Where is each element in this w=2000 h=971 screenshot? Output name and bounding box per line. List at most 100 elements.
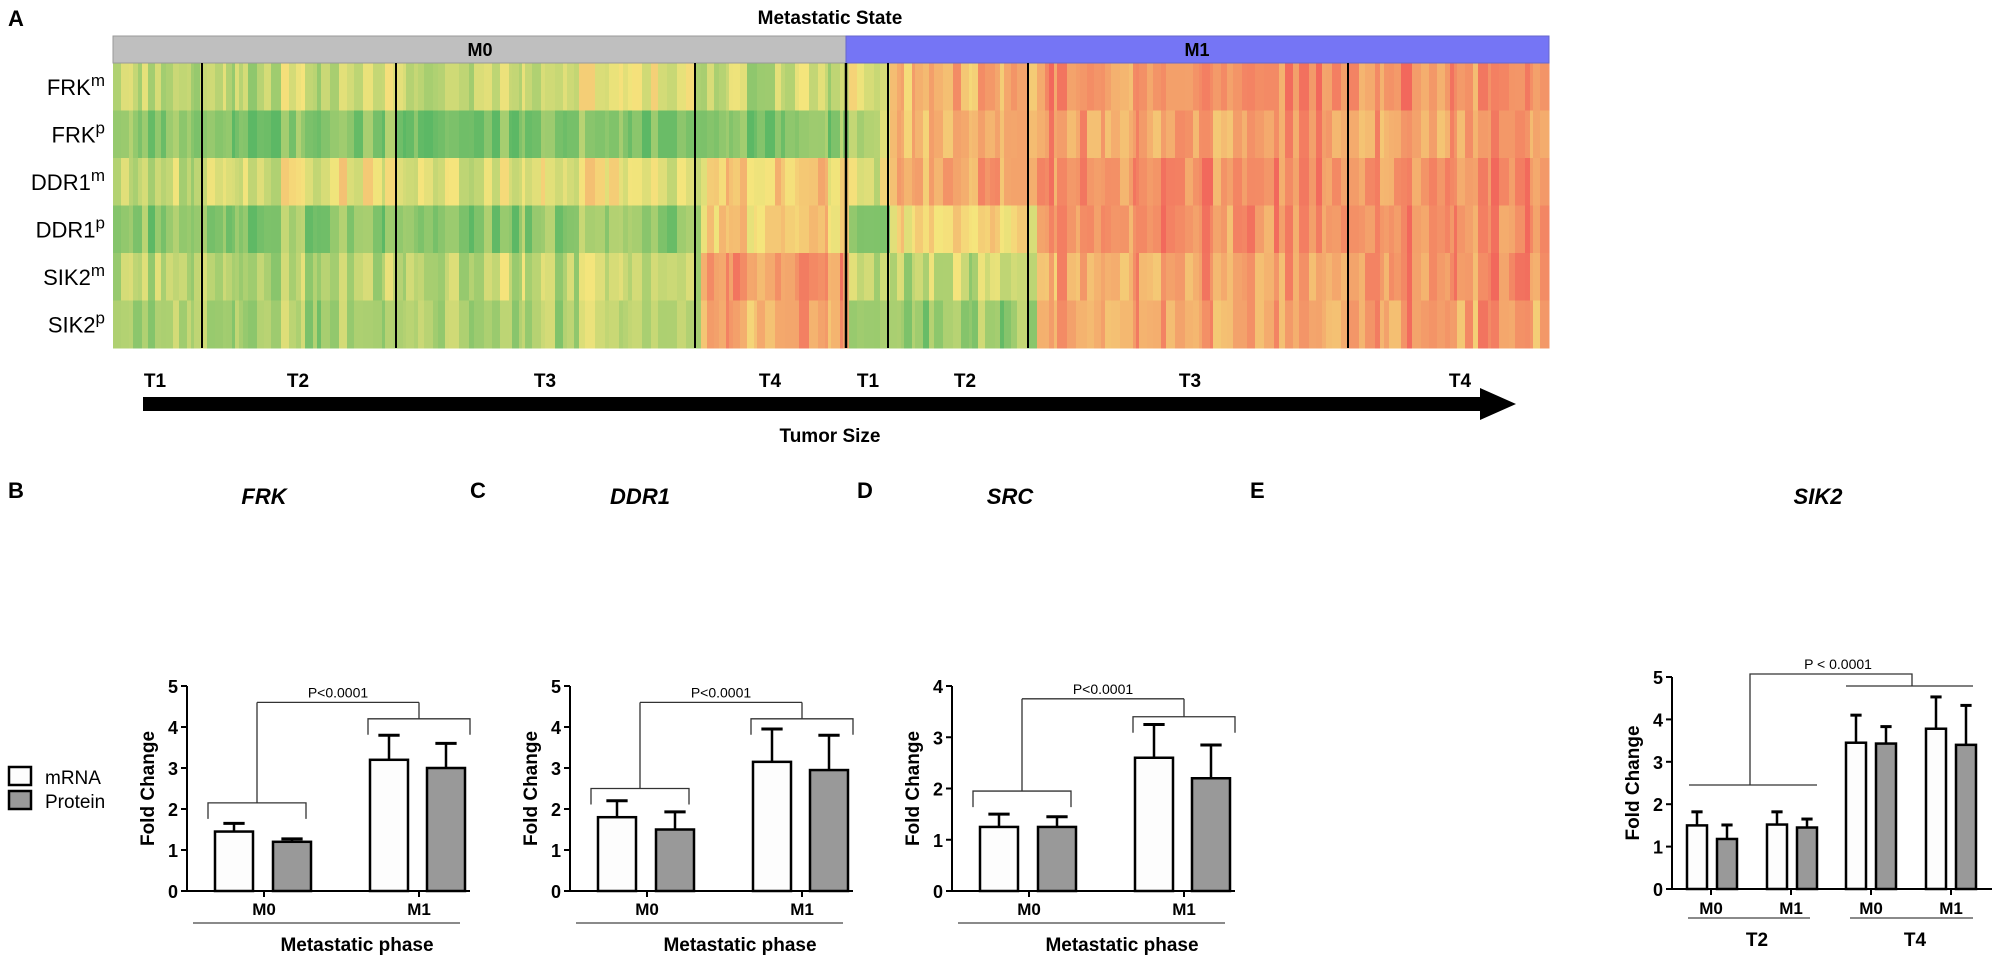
heatmap-cell [248, 300, 258, 349]
heatmap-cell [1437, 110, 1446, 159]
heatmap-cell [393, 300, 397, 349]
heatmap-cell [138, 253, 143, 301]
heatmap-cell [296, 158, 302, 206]
heatmap-cell [305, 158, 314, 206]
heatmap-cell [667, 158, 678, 206]
heatmap-cell [864, 158, 875, 206]
heatmap-cell [173, 110, 180, 159]
heatmap-cell [492, 253, 501, 301]
heatmap-cell [1147, 110, 1154, 159]
y-tick-label: 2 [168, 800, 178, 820]
heatmap-cell [161, 205, 167, 254]
heatmap-cell [385, 300, 394, 349]
heatmap-cell [864, 63, 875, 111]
heatmap-cell [113, 300, 122, 349]
heatmap-cell [757, 110, 766, 159]
heatmap-cell [1133, 63, 1137, 111]
heatmap-cell [1101, 300, 1106, 349]
heatmap-cell [1401, 300, 1408, 349]
heatmap-cell [1274, 205, 1280, 254]
heatmap-cell [433, 63, 439, 111]
group-label-m1: M1 [1184, 40, 1209, 60]
heatmap-cell [474, 110, 485, 159]
heatmap-cell [469, 300, 475, 349]
heatmap-cell [714, 63, 720, 111]
heatmap-cell [129, 253, 134, 301]
heatmap-cell [500, 158, 510, 206]
heatmap-cell [289, 253, 297, 301]
heatmap-cell [226, 63, 233, 111]
heatmap-cell [1076, 300, 1081, 349]
heatmap-cell [849, 253, 858, 301]
heatmap-cell [1139, 158, 1148, 206]
heatmap-cell [1027, 158, 1038, 206]
row-label-superscript: m [91, 71, 105, 90]
heatmap-cell [1478, 63, 1489, 111]
heatmap-cell [161, 158, 167, 206]
heatmap-cell [609, 63, 620, 111]
heatmap-cell [207, 158, 216, 206]
heatmap-cell [133, 110, 139, 159]
heatmap-cell [840, 158, 844, 206]
heatmap-cell [166, 158, 174, 206]
heatmap-cell [623, 63, 629, 111]
heatmap-cell [1394, 63, 1402, 111]
heatmap-cell [694, 63, 702, 111]
heatmap-cell [1285, 253, 1294, 301]
heatmap-title: Metastatic State [758, 8, 903, 29]
heatmap-cell [1264, 158, 1275, 206]
heatmap-cell [880, 63, 891, 111]
heatmap-cell [187, 300, 192, 349]
heatmap-cell [1067, 158, 1077, 206]
heatmap-cell [567, 158, 575, 206]
heatmap-cell [857, 205, 865, 254]
heatmap-cell [857, 300, 865, 349]
heatmap-cell [1202, 63, 1211, 111]
heatmap-cell [1509, 205, 1516, 254]
heatmap-cell [113, 158, 122, 206]
heatmap-cell [978, 158, 986, 206]
heatmap-cell [301, 253, 306, 301]
heatmap-cell [781, 253, 786, 301]
heatmap-cell [1057, 253, 1068, 301]
heatmap-cell [1488, 253, 1492, 301]
heatmap-cell [714, 158, 720, 206]
heatmap-cell [726, 253, 730, 301]
heatmap-cell [972, 253, 979, 301]
heatmap-cell [1407, 158, 1413, 206]
heatmap-cell [235, 205, 240, 254]
heatmap-cell [406, 110, 415, 159]
heatmap-cell [330, 158, 340, 206]
heatmap-cell [726, 110, 730, 159]
heatmap-cell [828, 110, 832, 159]
heatmap-cell [1389, 63, 1395, 111]
heatmap-cell [747, 63, 755, 111]
heatmap-cell [232, 253, 236, 301]
heatmap-cell [1054, 300, 1058, 349]
heatmap-cell [133, 158, 139, 206]
heatmap-cell [825, 253, 829, 301]
heatmap-cell [972, 158, 979, 206]
y-tick-label: 4 [1653, 710, 1663, 730]
heatmap-cell [961, 300, 970, 349]
heatmap-cell [257, 205, 265, 254]
heatmap-cell [113, 110, 122, 159]
heatmap-cell [393, 110, 397, 159]
heatmap-cell [321, 110, 331, 159]
heatmap-cell [1264, 205, 1275, 254]
heatmap-cell [243, 110, 249, 159]
heatmap-cell [828, 63, 832, 111]
heatmap-cell [1175, 253, 1186, 301]
heatmap-cell [1153, 253, 1162, 301]
heatmap-cell [874, 110, 881, 159]
y-tick-label: 2 [551, 800, 561, 820]
heatmap-cell [243, 158, 249, 206]
heatmap-cell [1509, 253, 1516, 301]
heatmap-cell [1384, 158, 1390, 206]
heatmap-cell [1213, 253, 1222, 301]
heatmap-cell [289, 110, 297, 159]
heatmap-cell [187, 63, 192, 111]
row-label-gene: SIK2 [48, 313, 96, 338]
heatmap-cell [1004, 205, 1012, 254]
y-tick-label: 0 [1653, 880, 1663, 900]
